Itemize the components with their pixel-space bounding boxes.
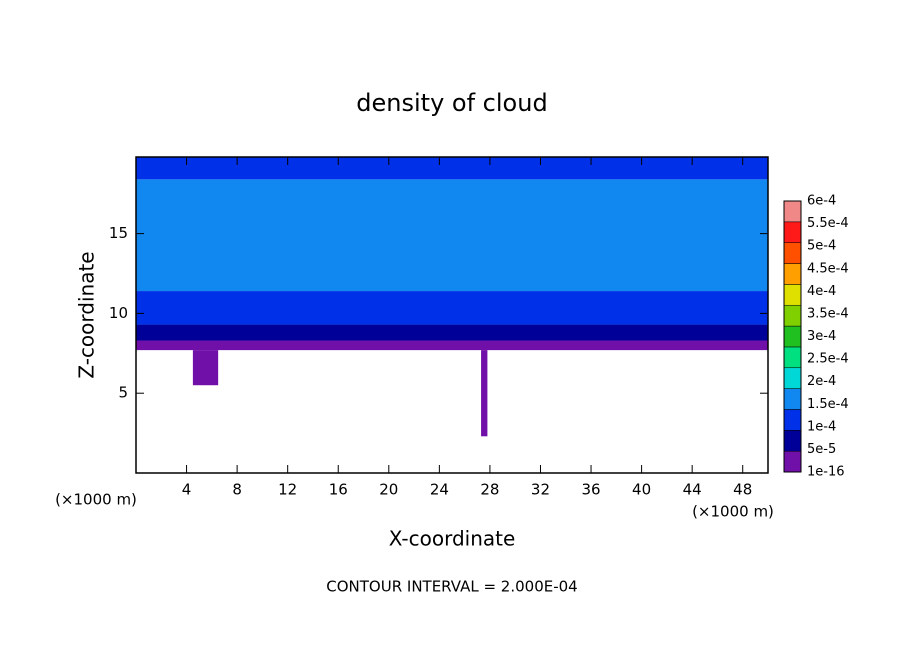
colorbar-label: 4.5e-4 [807, 261, 849, 276]
x-tick-label: 36 [581, 481, 600, 499]
contour-patch [481, 350, 488, 437]
colorbar-label: 3e-4 [807, 329, 836, 344]
colorbar-label: 5e-5 [807, 442, 836, 457]
contour-band [136, 291, 768, 325]
x-tick-label: 12 [278, 481, 297, 499]
colorbar-label: 5.5e-4 [807, 216, 849, 231]
contour-band [136, 340, 768, 351]
colorbar-cell [783, 284, 802, 306]
colorbar-cell [783, 409, 802, 431]
colorbar-cell [783, 242, 802, 264]
colorbar-cell [783, 304, 802, 327]
colorbar-label: 4e-4 [807, 284, 836, 299]
colorbar-label: 1.5e-4 [807, 397, 849, 412]
chart-title: density of cloud [356, 89, 547, 117]
colorbar-cell [783, 263, 802, 285]
colorbar-cell [783, 450, 802, 473]
colorbar-label: 2e-4 [807, 374, 836, 389]
x-tick-label: 40 [632, 481, 651, 499]
colorbar-cell [783, 346, 802, 369]
plot-frame [135, 156, 769, 474]
colorbar-label: 5e-4 [807, 239, 836, 254]
colorbar-label: 2.5e-4 [807, 352, 849, 367]
colorbar-label: 1e-4 [807, 419, 836, 434]
colorbar-cell [783, 430, 802, 452]
y-tick-label: 15 [109, 224, 128, 242]
x-tick-label: 24 [430, 481, 449, 499]
colorbar-label: 1e-16 [807, 465, 845, 480]
colorbar-cell [783, 367, 802, 389]
colorbar-cell [783, 200, 802, 223]
x-tick-label: 8 [232, 481, 242, 499]
colorbar-cell [783, 325, 802, 348]
x-tick-label: 32 [531, 481, 550, 499]
x-unit: (×1000 m) [55, 491, 137, 509]
colorbar-frame [783, 200, 802, 473]
y-tick-label: 5 [118, 384, 128, 402]
y-tick-label: 10 [109, 304, 128, 322]
x-axis-label: X-coordinate [389, 527, 516, 551]
y-axis-label: Z-coordinate [75, 251, 99, 378]
x-unit: (×1000 m) [692, 503, 774, 521]
x-tick-label: 16 [329, 481, 348, 499]
annotation: CONTOUR INTERVAL = 2.000E-04 [326, 578, 577, 596]
colorbar-label: 6e-4 [807, 194, 836, 209]
x-tick-label: 20 [379, 481, 398, 499]
contour-patch [192, 350, 219, 386]
contour-band [136, 157, 768, 180]
x-tick-label: 44 [683, 481, 702, 499]
x-tick-label: 48 [733, 481, 752, 499]
colorbar-cell [783, 221, 802, 243]
colorbar-label: 3.5e-4 [807, 306, 849, 321]
x-tick-label: 28 [480, 481, 499, 499]
x-tick-label: 4 [182, 481, 192, 499]
contour-band [136, 179, 768, 292]
colorbar-cell [783, 388, 802, 410]
contour-band [136, 324, 768, 341]
